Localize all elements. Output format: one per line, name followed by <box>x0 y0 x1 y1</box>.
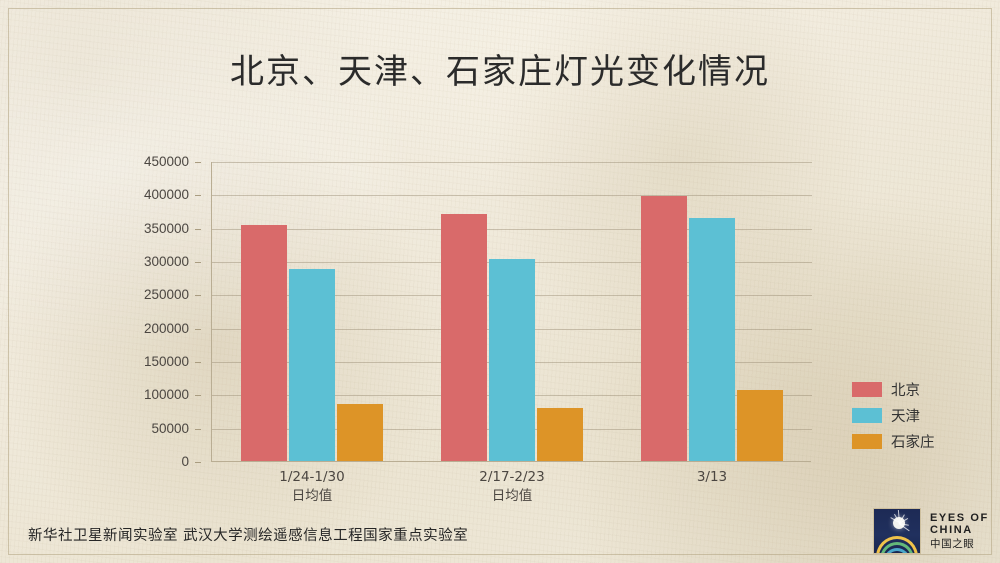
logo-line-2: CHINA <box>930 524 973 536</box>
bar-group <box>641 161 783 461</box>
y-axis-tick <box>195 228 201 230</box>
y-axis-tick-label: 0 <box>181 454 189 469</box>
bar[interactable] <box>441 213 487 461</box>
bar[interactable] <box>689 218 735 461</box>
gridline <box>212 195 812 197</box>
logo-line-1: EYES OF <box>930 512 989 524</box>
y-axis-tick <box>195 395 201 397</box>
y-axis-tick <box>195 195 201 197</box>
logo-badge-icon <box>873 508 921 554</box>
page-title: 北京、天津、石家庄灯光变化情况 <box>230 52 770 92</box>
x-axis-tick-label: 1/24-1/30 日均值 <box>279 469 345 504</box>
bar[interactable] <box>737 390 783 461</box>
gridline <box>212 162 812 163</box>
y-axis-tick <box>195 262 201 263</box>
y-axis-tick <box>195 362 201 363</box>
eyes-of-china-logo: EYES OF CHINA 中国之眼 <box>873 508 989 554</box>
y-axis-tick <box>195 428 201 430</box>
legend-label: 北京 <box>891 382 920 399</box>
y-axis-tick <box>195 295 201 297</box>
legend-item[interactable]: 北京 <box>852 376 982 402</box>
legend-item[interactable]: 天津 <box>852 402 982 428</box>
legend-label: 天津 <box>891 408 920 425</box>
y-axis-tick <box>195 462 201 463</box>
legend-swatch <box>852 381 882 397</box>
y-axis-tick <box>195 162 201 163</box>
bar[interactable] <box>489 259 535 461</box>
y-axis-tick-label: 50000 <box>151 420 189 436</box>
y-axis-labels: 0 50000 100000 150000 200000 250000 300000 3500… <box>75 154 201 469</box>
x-axis-tick-label: 3/13 <box>696 469 728 485</box>
x-axis-tick-label: 2/17-2/23 日均值 <box>479 469 545 504</box>
y-axis-tick-label: 300000 <box>143 254 189 269</box>
y-axis-tick-label: 250000 <box>143 287 189 303</box>
bar-group <box>441 161 583 461</box>
gridline <box>212 228 812 230</box>
y-axis-tick-label: 150000 <box>143 354 189 369</box>
bar[interactable] <box>337 404 383 461</box>
y-axis-tick-label: 400000 <box>143 187 189 203</box>
bar[interactable] <box>241 225 287 461</box>
y-axis-tick-label: 200000 <box>143 320 189 336</box>
y-axis-tick <box>195 328 201 330</box>
legend-swatch <box>852 433 882 449</box>
y-axis-tick-label: 100000 <box>143 387 189 403</box>
bar-group <box>241 161 383 461</box>
footer-credit: 新华社卫星新闻实验室 武汉大学测绘遥感信息工程国家重点实验室 <box>28 528 469 544</box>
bar[interactable] <box>641 195 687 461</box>
logo-text: EYES OF CHINA 中国之眼 <box>930 512 989 550</box>
legend-item[interactable]: 石家庄 <box>852 428 982 454</box>
bar[interactable] <box>537 408 583 461</box>
y-axis-tick-label: 350000 <box>143 220 189 236</box>
y-axis-tick-label: 450000 <box>143 154 189 169</box>
plot-area: 1/24-1/30 日均值 2/17-2/23 日均值 3/13 <box>211 161 812 504</box>
chart-legend: 北京 天津 石家庄 <box>852 376 982 454</box>
legend-label: 石家庄 <box>891 434 935 451</box>
logo-line-3: 中国之眼 <box>930 538 975 550</box>
legend-swatch <box>852 407 882 423</box>
bar[interactable] <box>289 269 335 461</box>
